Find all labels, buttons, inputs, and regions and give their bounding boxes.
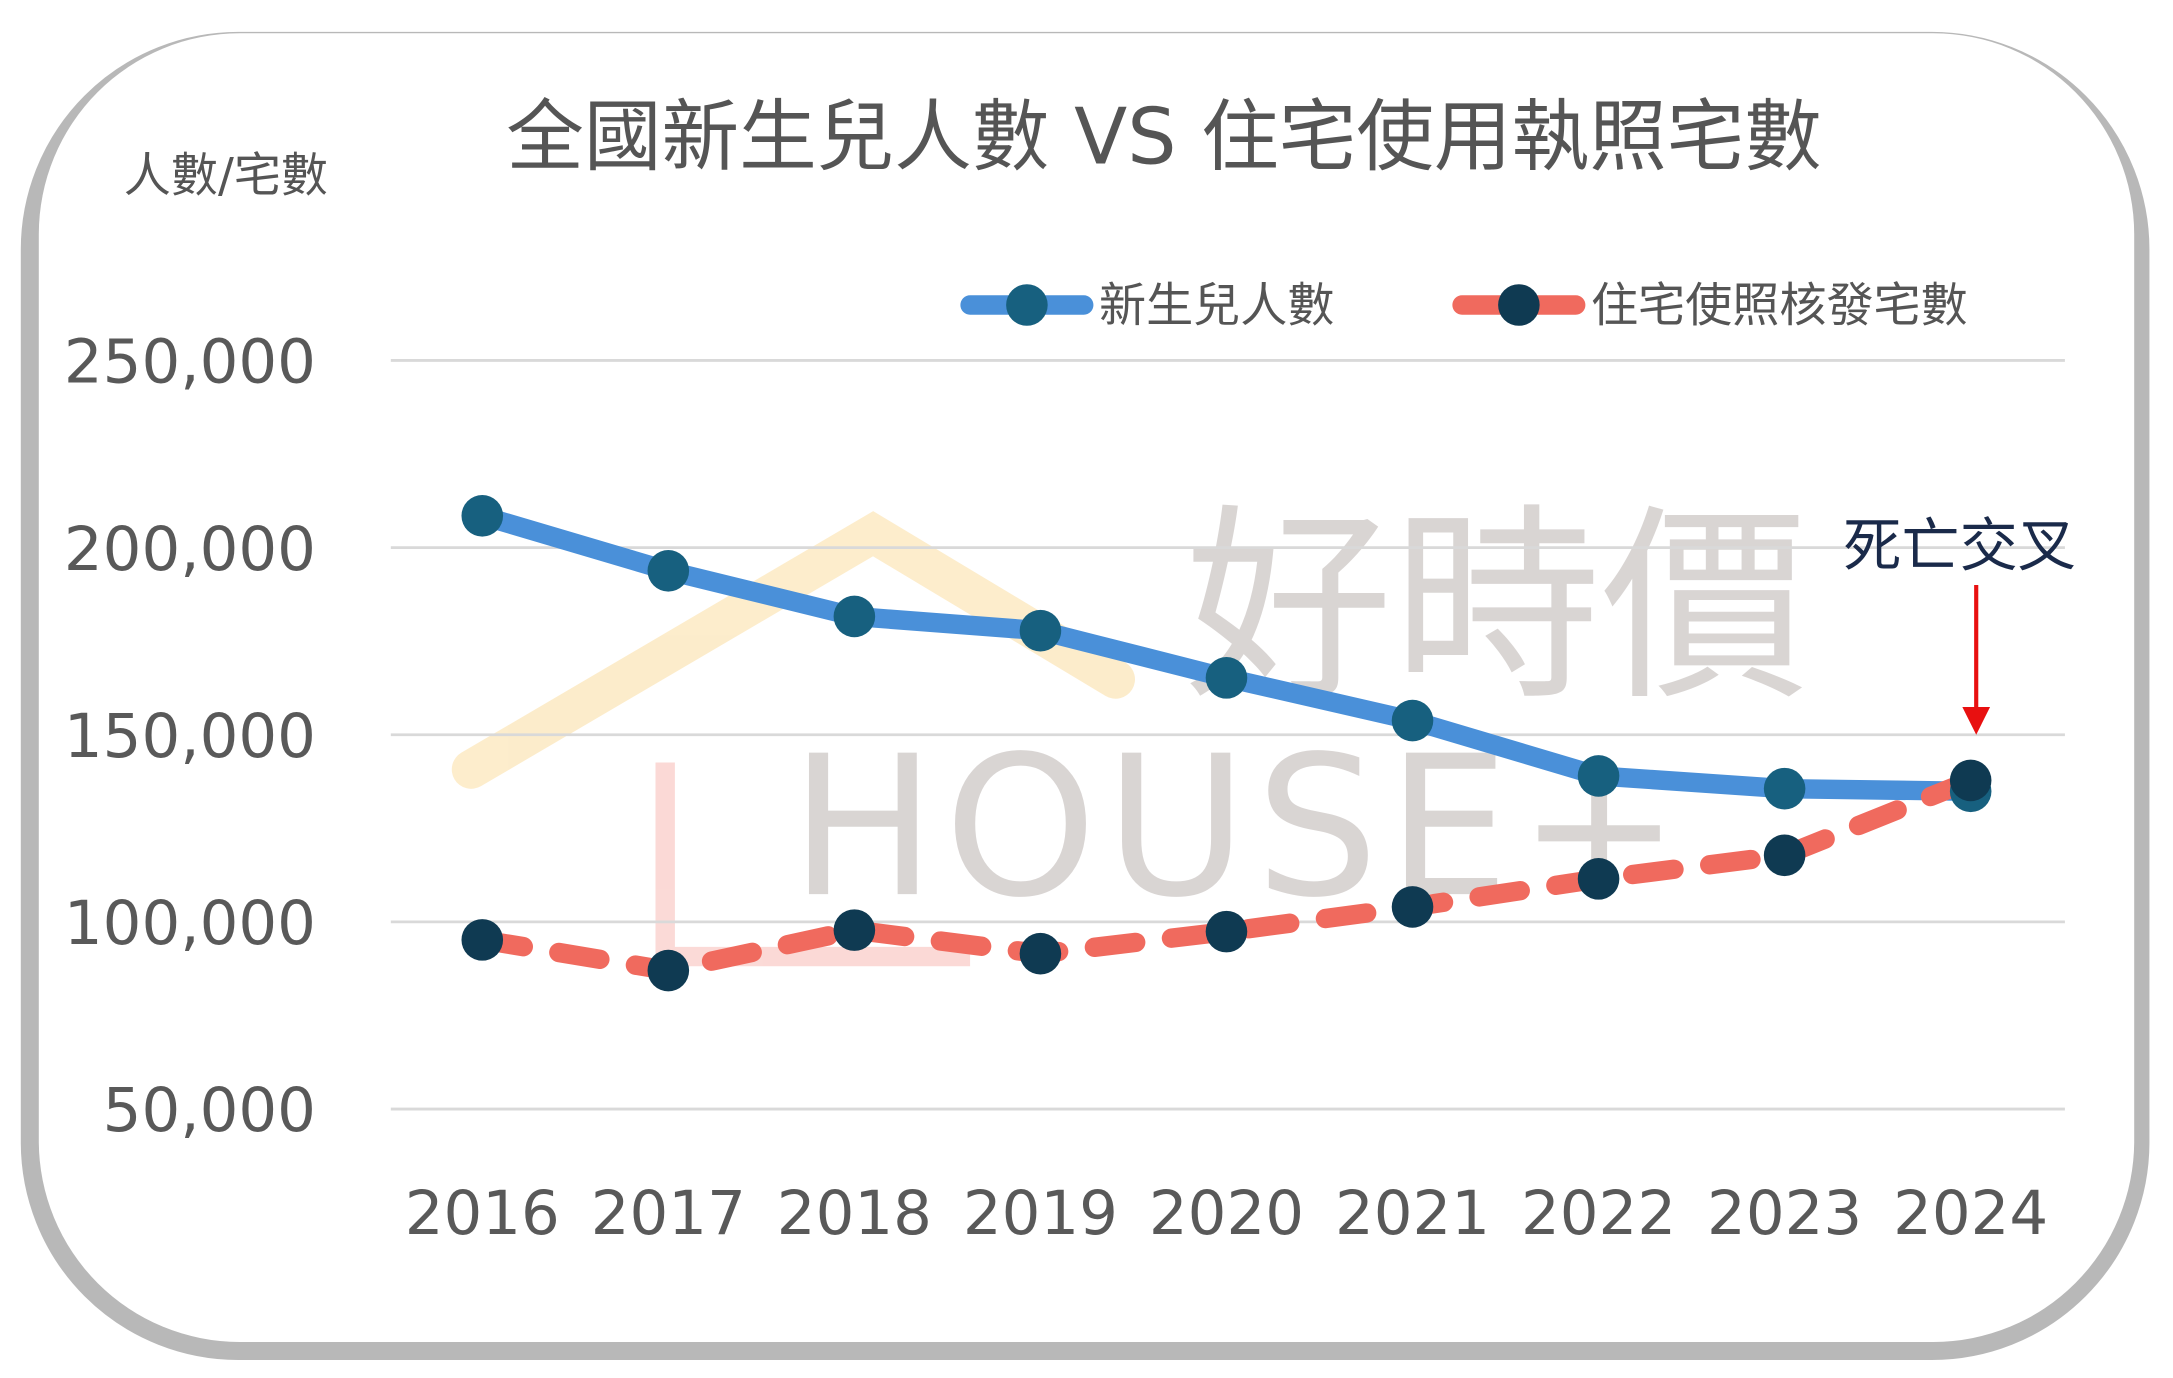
data-point-2: [1577, 858, 1620, 900]
data-point-2: [1763, 834, 1806, 877]
data-point-2: [461, 919, 504, 961]
x-tick-label: 2016: [405, 1178, 560, 1249]
data-point-2: [647, 949, 690, 992]
x-tick-label: 2019: [963, 1178, 1118, 1249]
chart-title: 全國新生兒人數 VS 住宅使用執照宅數: [506, 93, 1822, 183]
annotation-arrowhead: [1962, 707, 1991, 735]
legend-label-1: 新生兒人數: [1099, 279, 1335, 334]
legend-marker-1: [1006, 284, 1048, 326]
series-line-2: [472, 770, 1981, 981]
x-tick-label: 2024: [1893, 1178, 2048, 1249]
data-point-2: [833, 909, 876, 951]
data-point-1: [461, 494, 504, 537]
y-axis-label: 人數/宅數: [124, 148, 328, 203]
data-point-2: [1019, 932, 1062, 975]
data-point-1: [1577, 755, 1620, 797]
x-tick-label: 2022: [1521, 1178, 1676, 1249]
data-point-1: [1391, 699, 1434, 742]
x-tick-label: 2020: [1149, 1178, 1304, 1249]
y-tick-label: 50,000: [103, 1075, 316, 1146]
y-tick-label: 100,000: [64, 888, 316, 959]
data-point-2: [1205, 910, 1248, 953]
x-tick-label: 2021: [1335, 1178, 1490, 1249]
x-tick-label: 2023: [1707, 1178, 1862, 1249]
data-point-2: [1391, 886, 1434, 928]
data-point-2: [1949, 759, 1992, 802]
y-tick-label: 200,000: [64, 514, 316, 585]
data-point-1: [1205, 657, 1248, 699]
x-tick-label: 2017: [591, 1178, 746, 1249]
y-tick-label: 250,000: [64, 327, 316, 398]
y-tick-label: 150,000: [64, 701, 316, 772]
data-point-1: [1763, 767, 1806, 810]
legend-label-2: 住宅使照核發宅數: [1591, 279, 1968, 334]
data-point-1: [1019, 609, 1062, 652]
data-point-1: [833, 595, 876, 638]
svg-text:HOUSE+: HOUSE+: [790, 714, 1689, 940]
annotation-label: 死亡交叉: [1843, 512, 2076, 580]
data-point-1: [647, 550, 690, 592]
legend-marker-2: [1498, 284, 1540, 326]
card: [38, 33, 2135, 1342]
x-tick-label: 2018: [777, 1178, 932, 1249]
